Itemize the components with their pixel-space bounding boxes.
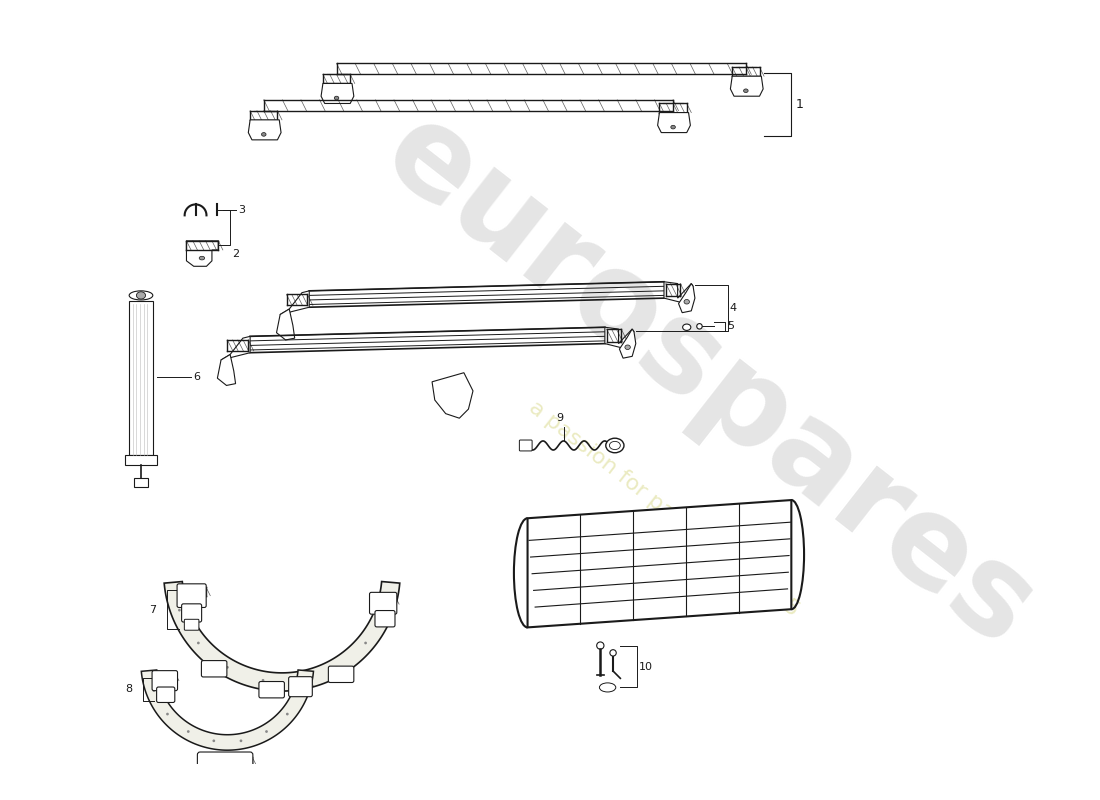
Ellipse shape bbox=[299, 689, 303, 692]
Polygon shape bbox=[187, 241, 218, 266]
Polygon shape bbox=[221, 336, 250, 362]
Polygon shape bbox=[605, 327, 634, 348]
Ellipse shape bbox=[265, 730, 268, 733]
Bar bbox=[129, 301, 153, 454]
Polygon shape bbox=[664, 282, 693, 302]
Ellipse shape bbox=[383, 609, 386, 611]
Ellipse shape bbox=[684, 299, 690, 304]
Text: 1: 1 bbox=[796, 98, 804, 111]
Polygon shape bbox=[141, 670, 314, 750]
FancyBboxPatch shape bbox=[156, 687, 175, 702]
FancyBboxPatch shape bbox=[185, 619, 199, 630]
Ellipse shape bbox=[606, 438, 624, 453]
FancyBboxPatch shape bbox=[519, 440, 532, 451]
Text: 10: 10 bbox=[638, 662, 652, 671]
Ellipse shape bbox=[166, 713, 168, 715]
Ellipse shape bbox=[696, 323, 702, 329]
FancyBboxPatch shape bbox=[208, 771, 245, 787]
FancyBboxPatch shape bbox=[177, 584, 206, 607]
Ellipse shape bbox=[336, 666, 338, 669]
Ellipse shape bbox=[683, 324, 691, 330]
Ellipse shape bbox=[199, 256, 205, 260]
Ellipse shape bbox=[262, 133, 266, 136]
Polygon shape bbox=[528, 500, 791, 627]
Text: 5: 5 bbox=[727, 322, 734, 331]
Text: 2: 2 bbox=[232, 249, 239, 258]
Ellipse shape bbox=[625, 345, 630, 350]
Polygon shape bbox=[218, 354, 235, 386]
Text: 8: 8 bbox=[125, 684, 132, 694]
Text: 9: 9 bbox=[557, 413, 564, 422]
FancyBboxPatch shape bbox=[375, 610, 395, 627]
Ellipse shape bbox=[286, 713, 288, 715]
Ellipse shape bbox=[240, 739, 242, 742]
Text: eurospares: eurospares bbox=[361, 91, 1058, 673]
Text: a passion for parts since 1985: a passion for parts since 1985 bbox=[525, 398, 803, 621]
Ellipse shape bbox=[226, 666, 229, 669]
Polygon shape bbox=[321, 83, 354, 103]
FancyBboxPatch shape bbox=[214, 796, 240, 800]
Ellipse shape bbox=[334, 96, 339, 100]
Text: 7: 7 bbox=[148, 606, 156, 615]
FancyBboxPatch shape bbox=[288, 677, 312, 697]
Polygon shape bbox=[280, 291, 309, 316]
Polygon shape bbox=[164, 582, 399, 691]
Ellipse shape bbox=[609, 442, 620, 450]
Ellipse shape bbox=[136, 292, 145, 299]
Ellipse shape bbox=[197, 642, 200, 644]
Bar bbox=[134, 478, 148, 487]
FancyBboxPatch shape bbox=[370, 592, 397, 614]
Ellipse shape bbox=[744, 89, 748, 93]
Text: 3: 3 bbox=[239, 205, 245, 215]
FancyBboxPatch shape bbox=[197, 752, 253, 776]
FancyBboxPatch shape bbox=[152, 670, 177, 690]
Polygon shape bbox=[619, 329, 636, 358]
Polygon shape bbox=[679, 283, 695, 313]
Polygon shape bbox=[658, 113, 691, 133]
Polygon shape bbox=[249, 120, 282, 140]
Polygon shape bbox=[432, 373, 473, 418]
Ellipse shape bbox=[129, 291, 153, 300]
Ellipse shape bbox=[596, 642, 604, 650]
Ellipse shape bbox=[212, 739, 216, 742]
Ellipse shape bbox=[153, 689, 155, 692]
FancyBboxPatch shape bbox=[201, 661, 227, 677]
FancyBboxPatch shape bbox=[182, 604, 201, 622]
Bar bbox=[124, 454, 157, 466]
Text: 4: 4 bbox=[729, 303, 737, 313]
Polygon shape bbox=[730, 76, 763, 96]
Ellipse shape bbox=[299, 679, 303, 682]
Text: 6: 6 bbox=[192, 372, 200, 382]
FancyBboxPatch shape bbox=[329, 666, 354, 682]
Ellipse shape bbox=[600, 683, 616, 692]
Ellipse shape bbox=[262, 679, 264, 682]
Ellipse shape bbox=[178, 609, 180, 611]
Ellipse shape bbox=[187, 730, 189, 733]
Ellipse shape bbox=[609, 650, 616, 656]
FancyBboxPatch shape bbox=[258, 682, 285, 698]
Ellipse shape bbox=[364, 642, 367, 644]
Polygon shape bbox=[276, 309, 295, 340]
Ellipse shape bbox=[671, 126, 675, 129]
